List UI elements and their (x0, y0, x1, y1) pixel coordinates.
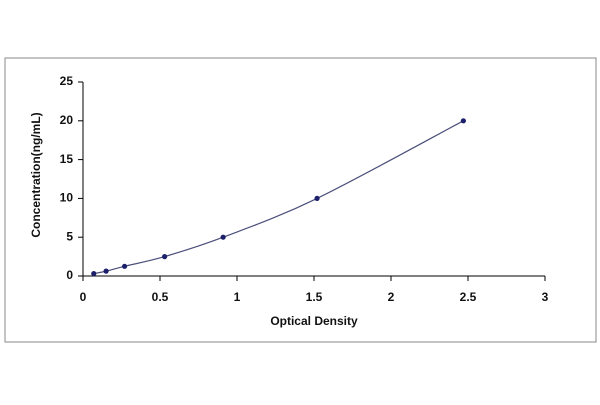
x-axis-label: Optical Density (270, 314, 358, 328)
x-tick-label: 1.5 (306, 290, 323, 304)
data-point (162, 254, 168, 260)
y-axis-label: Concentration(ng/mL) (29, 112, 43, 237)
data-point (460, 118, 466, 124)
y-tick-label: 5 (66, 229, 73, 243)
x-tick-label: 0 (80, 290, 87, 304)
y-tick-label: 25 (60, 74, 74, 88)
y-tick-label: 0 (66, 268, 73, 282)
y-tick-label: 15 (60, 152, 74, 166)
x-tick-label: 2.5 (460, 290, 477, 304)
x-tick-label: 3 (542, 290, 549, 304)
data-point (121, 263, 128, 269)
x-tick-label: 0.5 (152, 290, 169, 304)
y-tick-label: 10 (60, 191, 74, 205)
data-point (103, 268, 109, 274)
data-point (314, 195, 320, 201)
chart-frame (4, 57, 597, 343)
x-tick-label: 2 (388, 290, 395, 304)
data-point (91, 270, 97, 277)
x-tick-label: 1 (234, 290, 241, 304)
data-point (220, 234, 226, 240)
y-tick-label: 20 (60, 113, 74, 127)
